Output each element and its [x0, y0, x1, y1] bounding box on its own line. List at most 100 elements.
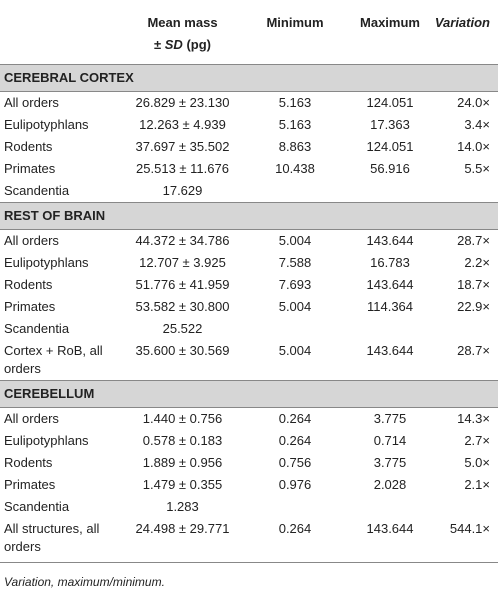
cell: 1.889 ± 0.956 [142, 455, 223, 470]
cell: All orders [4, 233, 59, 248]
cell: 544.1× [449, 521, 490, 536]
cell [240, 180, 350, 203]
cell: 17.363 [370, 117, 410, 132]
cell [430, 496, 498, 518]
data-row: Eulipotyphlans 0.578 ± 0.183 0.264 0.714 2.7… [0, 430, 498, 452]
cell: Primates [4, 477, 56, 492]
cell: 14.3× [457, 411, 490, 426]
footnote: Variation, maximum/minimum. [0, 562, 498, 601]
cell: Primates [4, 299, 56, 314]
table-body: CEREBRAL CORTEX All orders 26.829 ± 23.130… [0, 64, 498, 559]
cell: 2.2× [464, 255, 490, 270]
cell: 5.004 [278, 299, 312, 314]
data-row: Scandentia 17.629 [0, 180, 498, 203]
cell: 2.7× [464, 433, 490, 448]
cell: 5.0× [464, 455, 490, 470]
cell: 24.0× [457, 95, 490, 110]
cell: 1.283 [166, 499, 199, 514]
cell: 0.264 [278, 411, 312, 426]
cell: 16.783 [370, 255, 410, 270]
cell: 143.644 [366, 233, 414, 248]
cell: 8.863 [278, 139, 312, 154]
cell: All structures, all orders [4, 521, 100, 554]
data-row: Scandentia 1.283 [0, 496, 498, 518]
cell [240, 496, 350, 518]
data-row: Rodents 1.889 ± 0.956 0.756 3.775 5.0× [0, 452, 498, 474]
cell: 3.775 [373, 411, 407, 426]
cell: 0.264 [278, 433, 312, 448]
cell: 0.756 [278, 455, 312, 470]
data-row: Rodents 51.776 ± 41.959 7.693 143.644 18.7× [0, 274, 498, 296]
header-text: SD [164, 37, 183, 52]
cell: 14.0× [457, 139, 490, 154]
section-title: CEREBRAL CORTEX [0, 64, 498, 92]
cell: 24.498 ± 29.771 [135, 521, 230, 536]
data-row: Cortex + RoB, all orders 35.600 ± 30.569 5… [0, 340, 498, 381]
cell: Cortex + RoB, all orders [4, 343, 103, 376]
header-cell: Maximum [360, 15, 420, 30]
cell: All orders [4, 95, 59, 110]
cell: 1.440 ± 0.756 [142, 411, 223, 426]
cell: 51.776 ± 41.959 [135, 277, 230, 292]
header-text: (pg) [186, 37, 211, 52]
data-row: Rodents 37.697 ± 35.502 8.863 124.051 14.0× [0, 136, 498, 158]
cell: 124.051 [366, 95, 414, 110]
cell: 5.5× [464, 161, 490, 176]
cell [430, 180, 498, 203]
header-text: Mean mass [147, 15, 218, 30]
header-cell: Minimum [266, 15, 324, 30]
cell: 2.028 [373, 477, 407, 492]
data-row: All orders 44.372 ± 34.786 5.004 143.644 28.… [0, 230, 498, 253]
cell: 12.263 ± 4.939 [139, 117, 226, 132]
cell: Rodents [4, 139, 53, 154]
cell [240, 318, 350, 340]
data-row: Primates 25.513 ± 11.676 10.438 56.916 5.5× [0, 158, 498, 180]
cell: Scandentia [4, 183, 70, 198]
cell: 2.1× [464, 477, 490, 492]
cell: Eulipotyphlans [4, 255, 89, 270]
cell: 7.588 [278, 255, 312, 270]
cell: 22.9× [457, 299, 490, 314]
section-title: REST OF BRAIN [0, 202, 498, 230]
cell: Primates [4, 161, 56, 176]
cell: 5.004 [278, 343, 312, 358]
cell: 5.163 [278, 95, 312, 110]
cell: 5.004 [278, 233, 312, 248]
data-row: All structures, all orders 24.498 ± 29.77… [0, 518, 498, 558]
data-row: Primates 1.479 ± 0.355 0.976 2.028 2.1× [0, 474, 498, 496]
cell: 12.707 ± 3.925 [139, 255, 226, 270]
cell [350, 180, 430, 203]
data-row: Eulipotyphlans 12.263 ± 4.939 5.163 17.363 3… [0, 114, 498, 136]
cell: 17.629 [162, 183, 203, 198]
data-row: Eulipotyphlans 12.707 ± 3.925 7.588 16.783 2… [0, 252, 498, 274]
cell: 7.693 [278, 277, 312, 292]
cell: All orders [4, 411, 59, 426]
cell: 25.522 [162, 321, 203, 336]
cell: 0.264 [278, 521, 312, 536]
cell: Eulipotyphlans [4, 117, 89, 132]
cell: 26.829 ± 23.130 [135, 95, 230, 110]
cell: 1.479 ± 0.355 [142, 477, 223, 492]
data-row: All orders 1.440 ± 0.756 0.264 3.775 14.3× [0, 408, 498, 431]
section-row: CEREBELLUM [0, 380, 498, 408]
cell: 5.163 [278, 117, 312, 132]
header-cell: Mean mass ± SD (pg) [125, 0, 240, 65]
cell: 0.578 ± 0.183 [142, 433, 223, 448]
data-row: All orders 26.829 ± 23.130 5.163 124.051 24.… [0, 92, 498, 115]
cell: 3.775 [373, 455, 407, 470]
cell [350, 318, 430, 340]
cell: 28.7× [457, 343, 490, 358]
cell: 10.438 [275, 161, 315, 176]
section-row: REST OF BRAIN [0, 202, 498, 230]
section-title: CEREBELLUM [0, 380, 498, 408]
cell: 143.644 [366, 343, 414, 358]
cell: 143.644 [366, 521, 414, 536]
cell: 28.7× [457, 233, 490, 248]
cell: 18.7× [457, 277, 490, 292]
cell: 124.051 [366, 139, 414, 154]
cell: Scandentia [4, 321, 70, 336]
cell: 37.697 ± 35.502 [135, 139, 230, 154]
data-row: Primates 53.582 ± 30.800 5.004 114.364 22.9× [0, 296, 498, 318]
cell: 56.916 [370, 161, 410, 176]
